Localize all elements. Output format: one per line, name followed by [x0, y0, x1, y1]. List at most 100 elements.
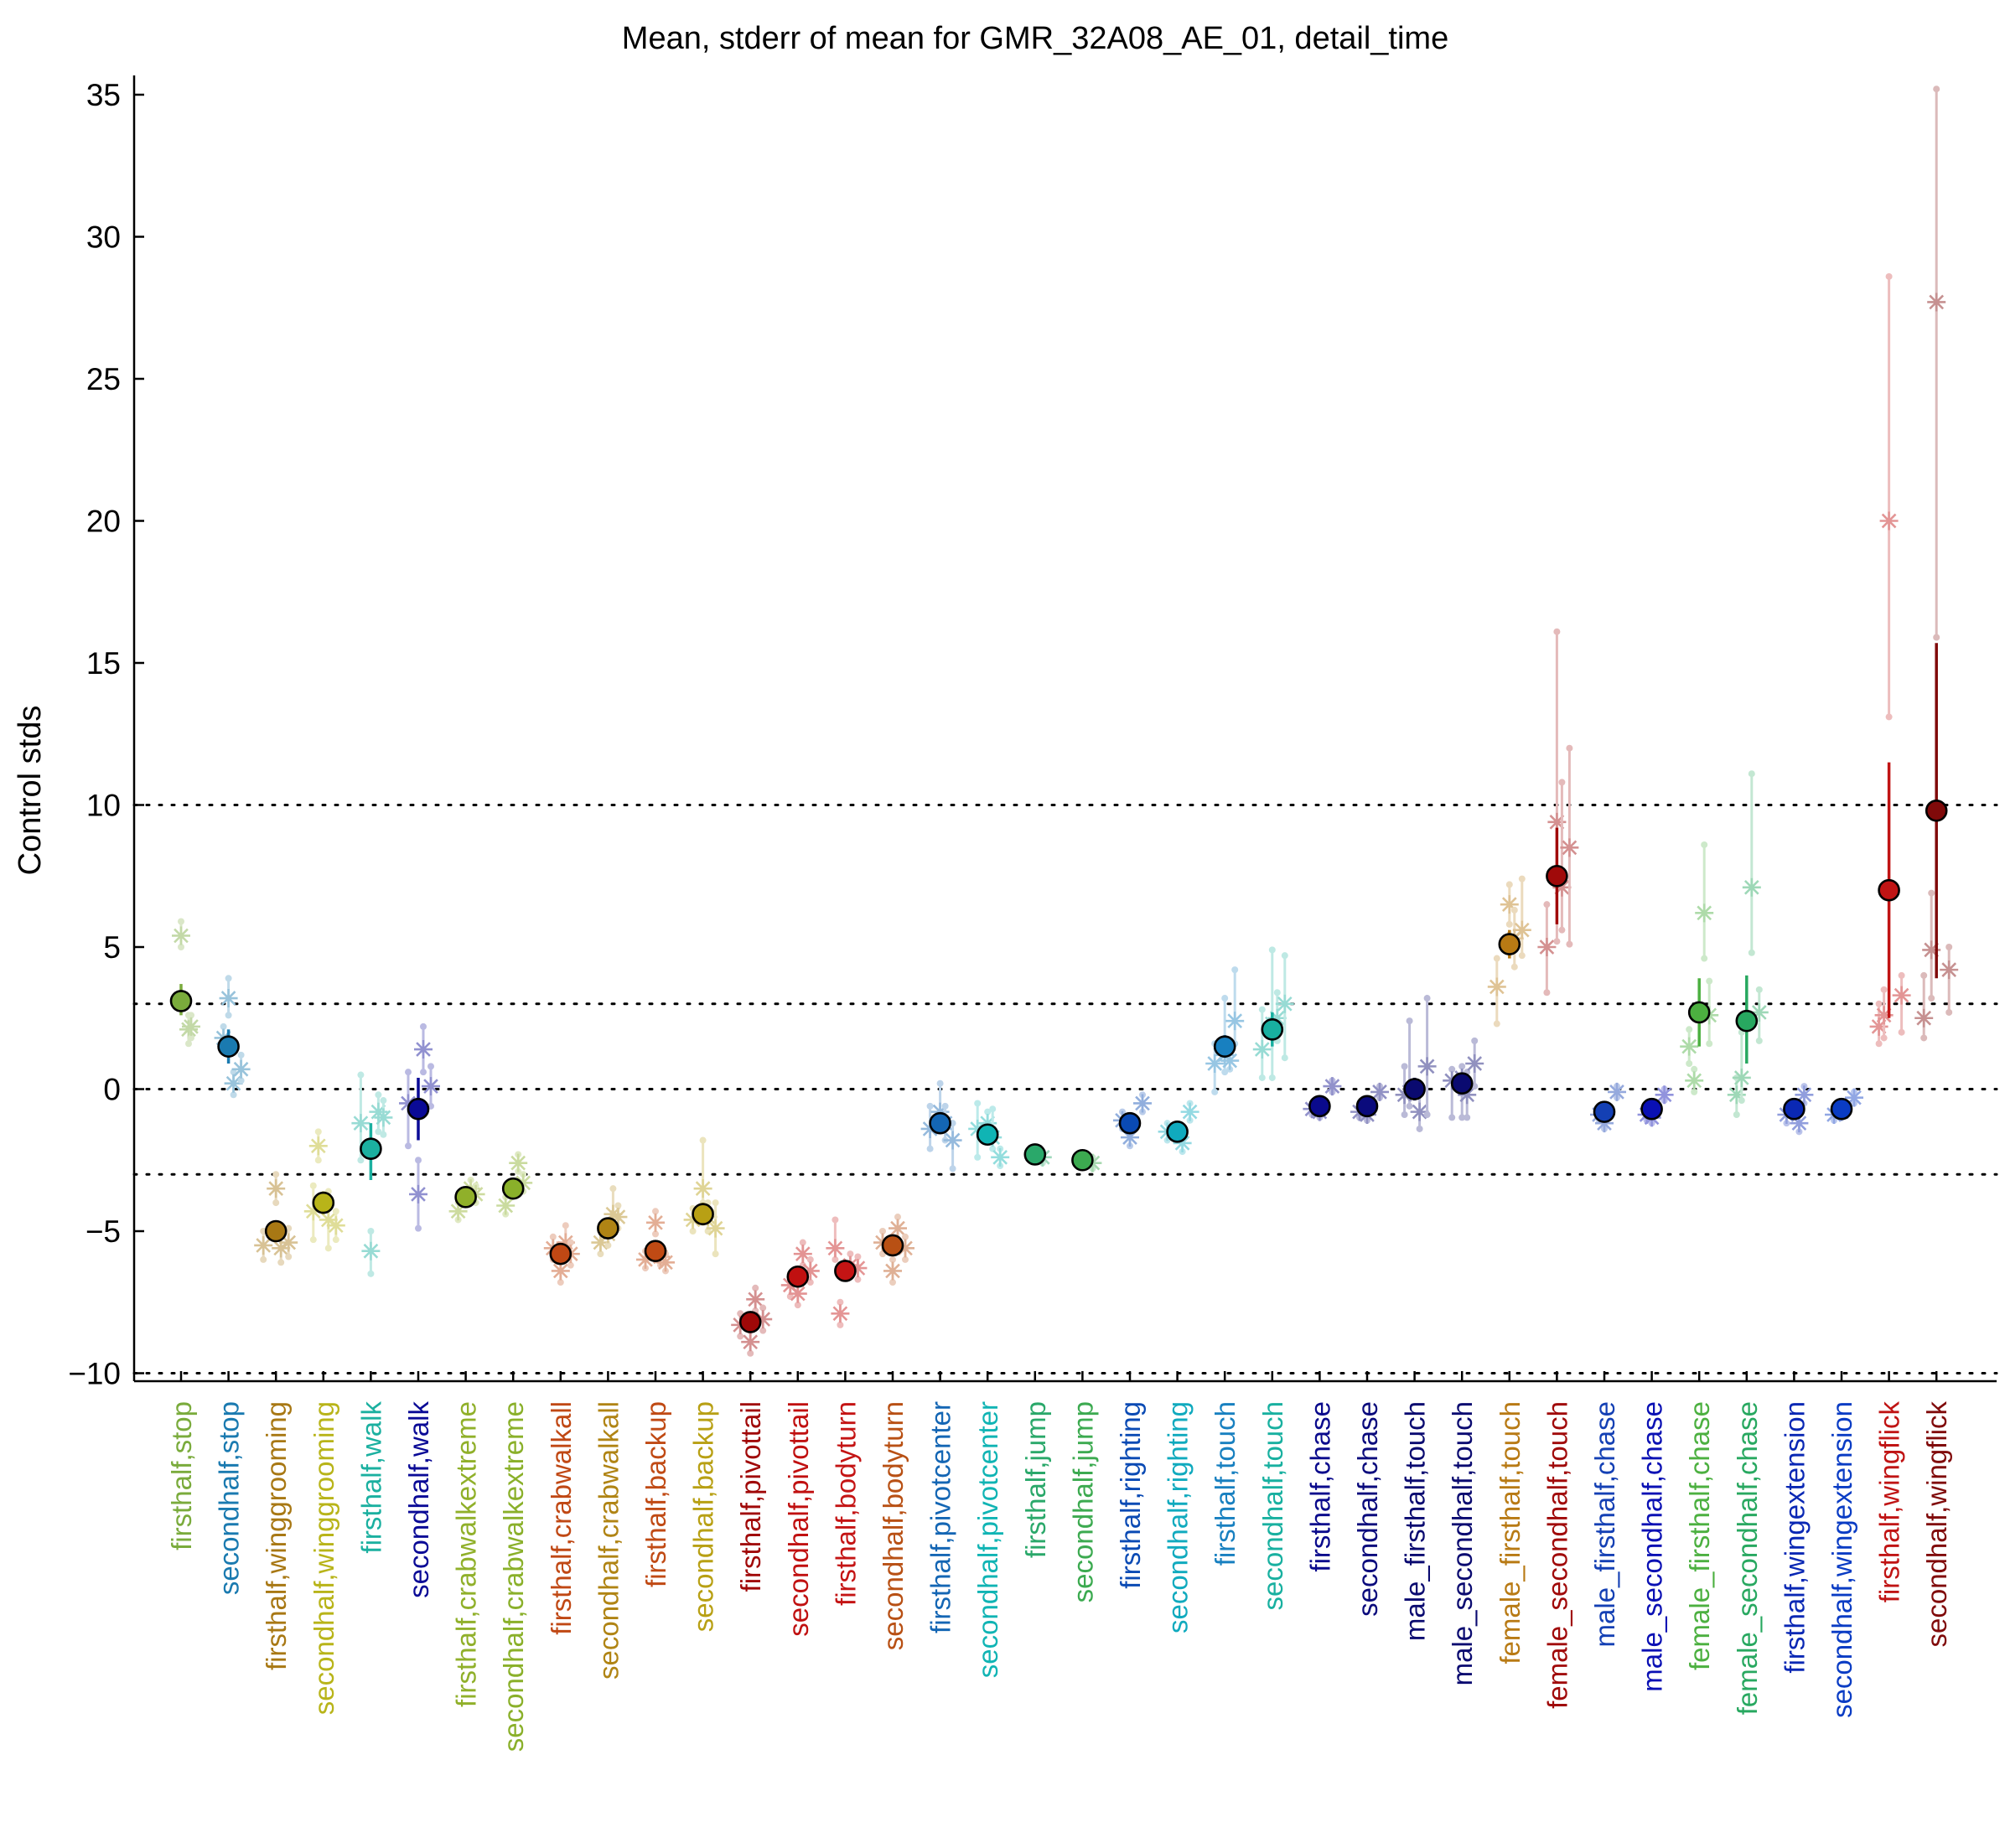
- replicate-range-end: [1880, 1034, 1888, 1042]
- replicate-range-end: [1281, 1054, 1288, 1062]
- replicate-point: [800, 1261, 820, 1281]
- replicate-range-end: [989, 1105, 997, 1113]
- replicate-range-end: [309, 1236, 317, 1244]
- replicate-range-end: [237, 1077, 245, 1084]
- replicate-range-end: [1748, 770, 1755, 778]
- replicate-range-end: [1458, 1114, 1466, 1121]
- replicate-point: [693, 1179, 712, 1198]
- x-tick-label: secondhalf,walk: [403, 1401, 434, 1598]
- replicate-point: [1252, 1040, 1272, 1059]
- replicate-point: [1547, 812, 1567, 831]
- replicate-point: [848, 1259, 868, 1278]
- mean-point: [407, 1097, 430, 1121]
- replicate-range-end: [1733, 1111, 1740, 1119]
- replicate-range-end: [1471, 1037, 1479, 1044]
- replicate-point: [1173, 1133, 1192, 1152]
- replicate-range-end: [1401, 1063, 1408, 1070]
- replicate-range-end: [1691, 1088, 1698, 1095]
- replicate-point: [1742, 877, 1761, 897]
- replicate-point: [1395, 1085, 1414, 1105]
- replicate-range-end: [1701, 841, 1708, 848]
- replicate-range-end: [854, 1253, 862, 1260]
- x-tick-label: secondhalf,winggrooming: [308, 1401, 339, 1715]
- replicate-range-end: [1885, 272, 1893, 280]
- x-tick-label: firsthalf,touch: [1210, 1401, 1241, 1566]
- replicate-point: [1552, 877, 1572, 897]
- replicate-point: [920, 1119, 940, 1138]
- replicate-range-end: [806, 1279, 814, 1286]
- x-tick-label: secondhalf,wingflick: [1921, 1401, 1952, 1648]
- replicate-range-end: [1268, 946, 1276, 954]
- mean-point: [1640, 1097, 1663, 1121]
- replicate-range-end: [1686, 1026, 1693, 1033]
- replicate-range-end: [1755, 986, 1763, 993]
- replicate-point: [303, 1202, 323, 1221]
- replicate-point: [1845, 1088, 1863, 1107]
- replicate-range-end: [747, 1349, 754, 1357]
- replicate-range-end: [1281, 952, 1288, 960]
- replicate-point: [1220, 1051, 1240, 1070]
- replicate-point: [1225, 1012, 1245, 1031]
- x-tick-label: firsthalf,jump: [1020, 1401, 1051, 1558]
- mean-point: [1593, 1100, 1616, 1123]
- x-tick-label: firsthalf,crabwalkextreme: [451, 1401, 482, 1707]
- replicate-point: [1180, 1102, 1199, 1121]
- replicate-range-end: [926, 1102, 934, 1110]
- replicate-point: [1927, 292, 1946, 312]
- mean-point: [1118, 1111, 1142, 1135]
- replicate-range-end: [309, 1182, 317, 1189]
- x-tick-label: secondhalf,pivotcenter: [972, 1401, 1003, 1678]
- x-tick-label: secondhalf,touch: [1257, 1401, 1288, 1611]
- replicate-range-end: [652, 1208, 659, 1215]
- mean-point: [1166, 1121, 1189, 1143]
- replicate-range-end: [367, 1228, 375, 1235]
- replicate-range-end: [1448, 1114, 1456, 1121]
- replicate-point: [556, 1233, 575, 1252]
- x-tick-label: female_secondhalf,chase: [1732, 1401, 1763, 1715]
- replicate-range-end: [974, 1153, 982, 1161]
- replicate-range-end: [1505, 920, 1513, 928]
- replicate-range-end: [260, 1255, 267, 1263]
- replicate-point: [896, 1239, 914, 1258]
- replicate-point: [604, 1204, 623, 1224]
- replicate-range-end: [1885, 713, 1893, 721]
- replicate-range-end: [837, 1321, 844, 1328]
- replicate-point: [1537, 938, 1557, 956]
- replicate-point: [272, 1239, 291, 1258]
- replicate-point: [1121, 1128, 1139, 1147]
- replicate-range-end: [1258, 1006, 1266, 1013]
- replicate-range-end: [380, 1131, 387, 1138]
- replicate-point: [326, 1216, 345, 1235]
- mean-point: [1783, 1097, 1806, 1121]
- replicate-point: [422, 1077, 440, 1096]
- mean-point: [1925, 799, 1948, 822]
- x-tick-label: firsthalf,wingflick: [1874, 1401, 1905, 1603]
- y-tick-label: 0: [103, 1073, 121, 1107]
- replicate-range-end: [889, 1255, 896, 1263]
- replicate-range-end: [1423, 995, 1431, 1002]
- replicate-point: [1795, 1085, 1814, 1105]
- replicate-range-end: [1221, 995, 1229, 1002]
- replicate-range-end: [415, 1224, 422, 1232]
- mean-point: [1023, 1143, 1047, 1166]
- y-tick-label: 25: [86, 362, 121, 396]
- replicate-range-end: [902, 1233, 909, 1240]
- x-tick-label: secondhalf,righting: [1163, 1401, 1194, 1633]
- replicate-range-end: [894, 1214, 901, 1221]
- replicate-range-end: [1558, 926, 1566, 934]
- x-tick-label: firsthalf,pivotcenter: [925, 1401, 956, 1633]
- replicate-range-end: [178, 918, 184, 925]
- replicate-range-end: [652, 1230, 659, 1238]
- replicate-range-end: [1518, 952, 1526, 960]
- replicate-range-end: [380, 1097, 387, 1105]
- replicate-point: [496, 1196, 515, 1215]
- mean-point: [549, 1242, 572, 1266]
- replicate-range-end: [1701, 955, 1708, 962]
- mean-point: [1878, 878, 1900, 902]
- x-tick-label: firsthalf,stop: [166, 1401, 197, 1550]
- mean-point: [692, 1203, 714, 1225]
- mean-point: [786, 1265, 810, 1288]
- replicate-range-end: [1273, 989, 1281, 996]
- x-tick-label: firsthalf,wingextension: [1779, 1401, 1810, 1674]
- replicate-range-end: [609, 1185, 617, 1193]
